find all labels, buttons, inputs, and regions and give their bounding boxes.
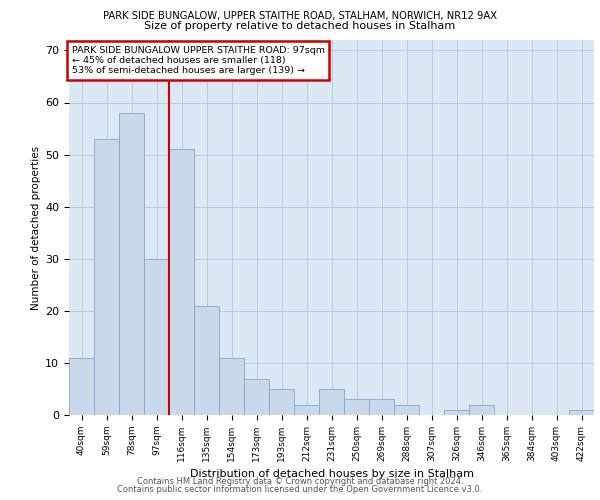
Bar — [369, 400, 394, 415]
Bar — [169, 150, 194, 415]
Bar — [119, 113, 144, 415]
Bar — [244, 378, 269, 415]
Bar — [294, 404, 319, 415]
Text: PARK SIDE BUNGALOW, UPPER STAITHE ROAD, STALHAM, NORWICH, NR12 9AX: PARK SIDE BUNGALOW, UPPER STAITHE ROAD, … — [103, 11, 497, 21]
Text: Contains public sector information licensed under the Open Government Licence v3: Contains public sector information licen… — [118, 485, 482, 494]
Bar — [94, 139, 119, 415]
Bar — [319, 389, 344, 415]
Bar — [394, 404, 419, 415]
Text: Size of property relative to detached houses in Stalham: Size of property relative to detached ho… — [145, 21, 455, 31]
Bar — [144, 259, 169, 415]
Bar — [194, 306, 219, 415]
Bar — [569, 410, 594, 415]
Bar — [469, 404, 494, 415]
X-axis label: Distribution of detached houses by size in Stalham: Distribution of detached houses by size … — [190, 470, 473, 480]
Bar — [219, 358, 244, 415]
Bar — [269, 389, 294, 415]
Bar — [69, 358, 94, 415]
Y-axis label: Number of detached properties: Number of detached properties — [31, 146, 41, 310]
Bar — [444, 410, 469, 415]
Text: Contains HM Land Registry data © Crown copyright and database right 2024.: Contains HM Land Registry data © Crown c… — [137, 477, 463, 486]
Text: PARK SIDE BUNGALOW UPPER STAITHE ROAD: 97sqm
← 45% of detached houses are smalle: PARK SIDE BUNGALOW UPPER STAITHE ROAD: 9… — [71, 46, 325, 76]
Bar — [344, 400, 369, 415]
